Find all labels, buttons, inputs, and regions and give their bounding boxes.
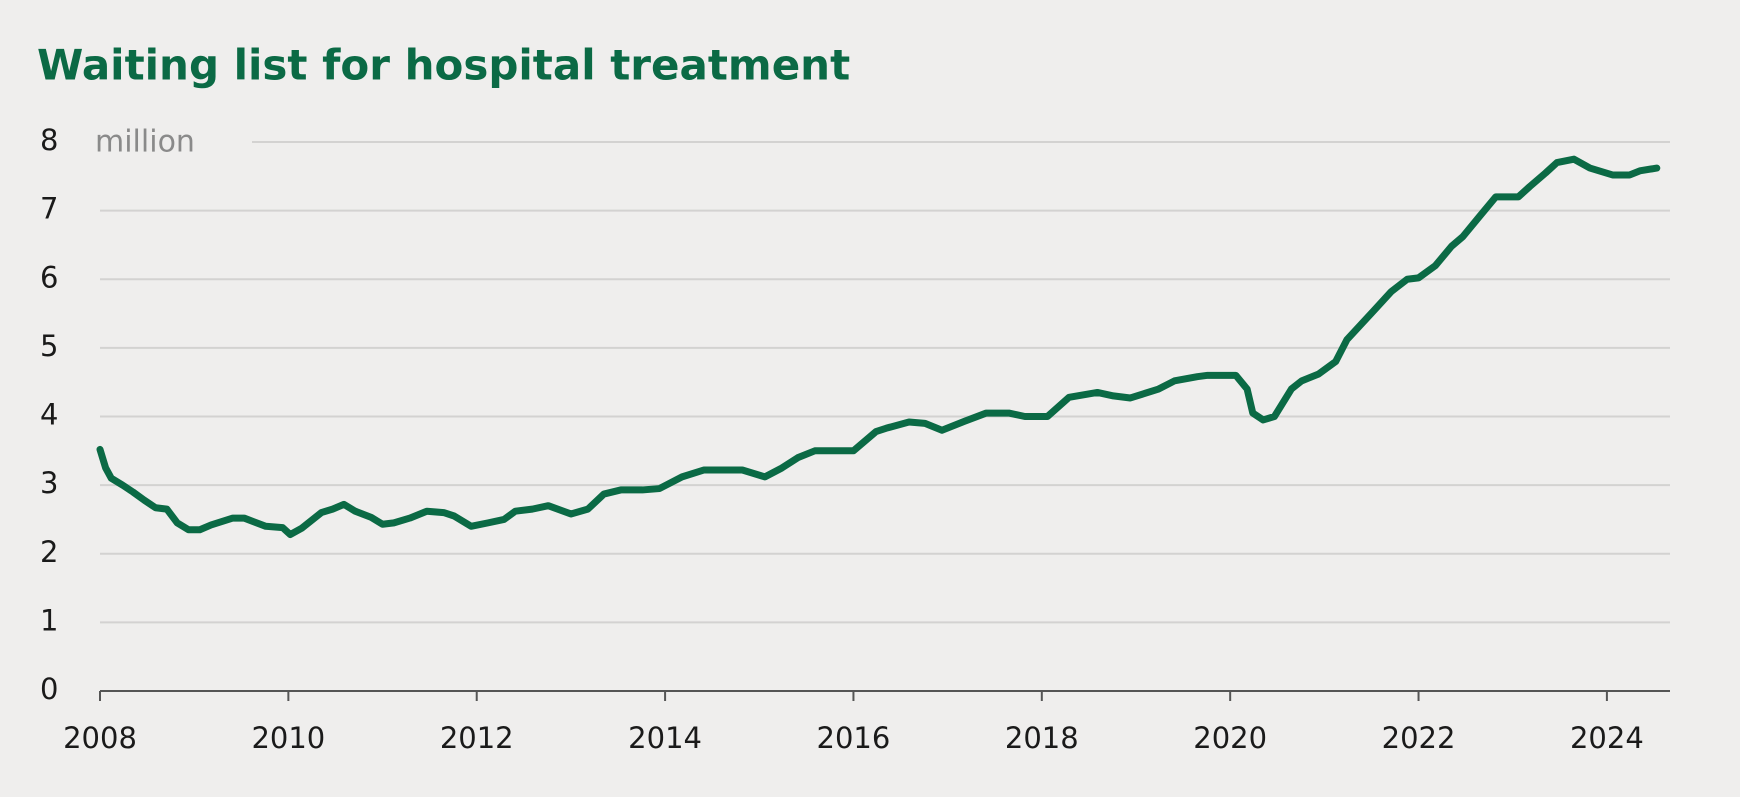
y-tick-label: 5 (40, 329, 58, 363)
y-tick-label: 6 (40, 260, 58, 294)
x-tick-label: 2022 (1382, 721, 1456, 755)
y-tick-label: 1 (40, 603, 58, 637)
x-tick-label: 2016 (817, 721, 891, 755)
chart-title: Waiting list for hospital treatment (37, 41, 850, 90)
y-tick-label: 4 (40, 398, 58, 432)
y-tick-label: 0 (40, 672, 58, 706)
y-tick-label: 7 (40, 192, 58, 226)
y-tick-label: 3 (40, 466, 58, 500)
x-tick-label: 2020 (1193, 721, 1267, 755)
y-unit-label: million (95, 125, 195, 160)
data-line (96, 155, 1661, 539)
y-tick-label: 8 (40, 123, 58, 157)
x-tick-label: 2012 (440, 721, 514, 755)
y-tick-label: 2 (40, 535, 58, 569)
x-tick-label: 2010 (251, 721, 325, 755)
x-tick-label: 2024 (1570, 721, 1644, 755)
x-tick-label: 2008 (63, 721, 137, 755)
x-tick-label: 2018 (1005, 721, 1079, 755)
unit-label-bg (92, 122, 252, 162)
x-tick-label: 2014 (628, 721, 702, 755)
